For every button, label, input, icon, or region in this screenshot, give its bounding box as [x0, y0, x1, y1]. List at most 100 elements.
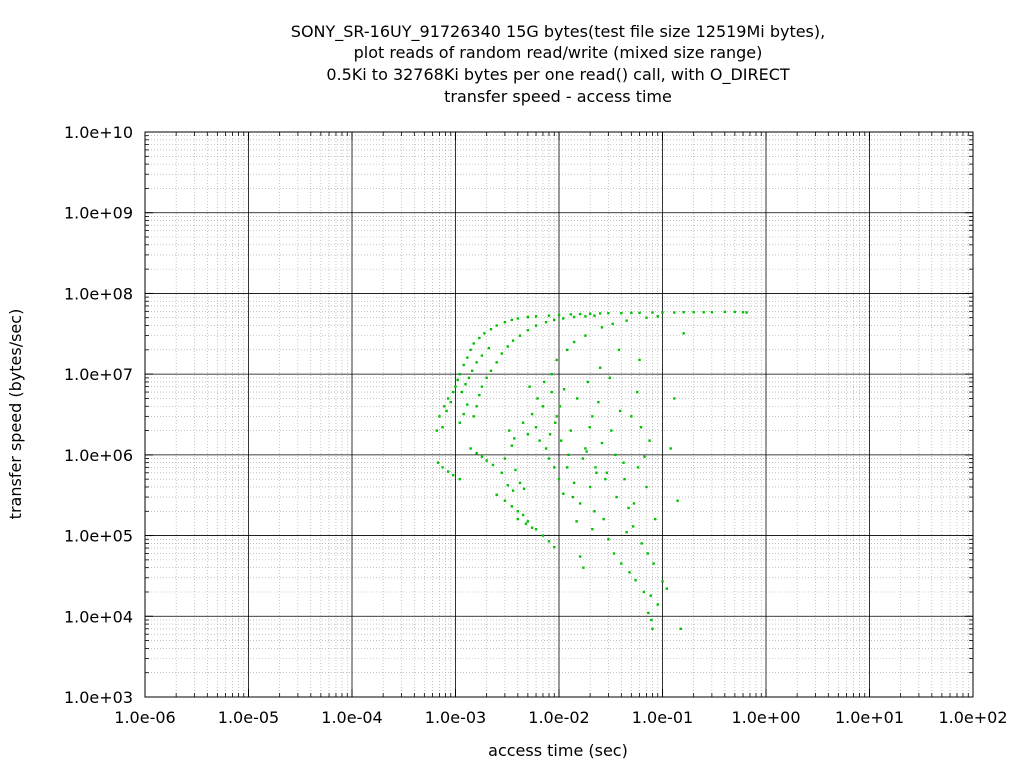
data-point — [572, 315, 576, 319]
data-point — [478, 393, 481, 397]
data-point — [569, 313, 572, 316]
data-point — [614, 453, 617, 457]
grid-major-lines — [145, 132, 973, 697]
data-point — [648, 439, 651, 442]
data-point — [449, 400, 452, 404]
data-point — [586, 380, 590, 384]
x-tick-label: 1.0e-05 — [218, 708, 279, 727]
data-point — [557, 313, 561, 317]
data-point — [441, 426, 444, 429]
data-point — [625, 319, 628, 322]
data-point — [642, 590, 646, 594]
data-point — [562, 492, 565, 495]
data-point — [526, 329, 530, 332]
data-point — [485, 459, 488, 462]
data-point — [475, 405, 478, 408]
data-point — [553, 466, 556, 469]
data-point — [636, 390, 639, 394]
data-point — [598, 366, 602, 369]
data-point — [513, 437, 516, 440]
data-point — [547, 457, 551, 460]
data-point — [522, 487, 526, 490]
data-point — [469, 447, 472, 450]
data-point — [661, 580, 664, 583]
data-point — [489, 369, 493, 373]
data-point — [491, 463, 495, 467]
data-point — [682, 311, 685, 314]
data-point — [550, 390, 553, 394]
data-point — [558, 405, 562, 408]
data-point — [640, 542, 643, 545]
data-point — [489, 328, 493, 331]
data-point — [480, 385, 484, 388]
data-point — [745, 311, 748, 314]
data-point — [559, 439, 563, 442]
data-point — [733, 310, 737, 314]
data-point — [665, 587, 668, 590]
data-point — [575, 520, 578, 523]
data-point — [548, 433, 552, 436]
data-point — [676, 499, 679, 502]
data-point — [625, 531, 628, 534]
data-point — [503, 457, 507, 460]
data-point — [511, 339, 515, 342]
data-point — [723, 310, 727, 314]
data-point — [458, 372, 461, 376]
data-point — [436, 461, 440, 464]
chart-title-line-4: transfer speed - access time — [444, 87, 672, 106]
x-tick-label: 1.0e-06 — [114, 708, 175, 727]
data-point — [645, 485, 648, 489]
data-point — [673, 397, 676, 400]
data-point — [620, 311, 623, 315]
y-tick-label: 1.0e+07 — [64, 365, 133, 384]
data-point — [554, 421, 557, 424]
y-tick-label: 1.0e+10 — [64, 123, 133, 142]
data-point — [588, 426, 591, 429]
data-point — [639, 426, 643, 429]
data-point — [446, 470, 450, 473]
data-point — [462, 363, 465, 367]
chart-title-line-3: 0.5Ki to 32768Ki bytes per one read() ca… — [326, 65, 790, 85]
data-point — [650, 618, 653, 622]
data-point — [541, 534, 545, 537]
data-point — [588, 312, 592, 315]
data-point — [514, 468, 517, 472]
data-point — [475, 361, 478, 364]
data-point — [510, 505, 514, 508]
data-point — [487, 346, 491, 350]
data-point — [643, 455, 646, 458]
data-point — [652, 562, 655, 565]
data-point — [562, 317, 565, 320]
data-point — [516, 517, 520, 521]
data-point — [571, 495, 575, 499]
data-point — [443, 405, 446, 408]
x-axis-label: access time (sec) — [488, 741, 628, 760]
data-point — [456, 378, 459, 382]
chart-title-line-1: SONY_SR-16UY_91726340 15G bytes(test fil… — [291, 22, 825, 42]
data-point — [646, 552, 649, 555]
data-point — [485, 376, 488, 380]
data-point — [628, 571, 631, 574]
data-point — [623, 477, 626, 481]
data-point — [544, 447, 548, 450]
data-point — [553, 545, 556, 549]
data-point — [478, 336, 481, 340]
x-tick-label: 1.0e-03 — [425, 708, 486, 727]
data-point — [541, 405, 545, 408]
data-point — [630, 311, 633, 315]
data-point — [472, 342, 475, 345]
data-point — [472, 415, 475, 418]
data-point — [669, 447, 672, 450]
data-point — [597, 400, 600, 404]
data-point — [692, 311, 695, 314]
data-point — [451, 390, 455, 394]
data-point — [521, 513, 525, 517]
y-tick-label: 1.0e+05 — [64, 527, 133, 546]
y-tick-label: 1.0e+09 — [64, 204, 133, 223]
data-point — [518, 481, 522, 485]
data-point — [627, 506, 630, 510]
data-point — [572, 340, 576, 344]
data-points — [435, 310, 748, 630]
data-point — [506, 484, 509, 487]
